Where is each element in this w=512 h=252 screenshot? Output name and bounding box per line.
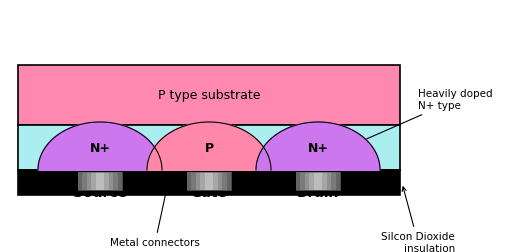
Bar — [18, 125, 400, 170]
Text: Source: Source — [73, 186, 127, 200]
Bar — [18, 65, 400, 125]
Bar — [313, 172, 318, 190]
Bar — [187, 172, 231, 190]
Text: N+: N+ — [308, 142, 329, 155]
Bar — [187, 172, 191, 190]
Bar — [209, 172, 214, 190]
Polygon shape — [147, 122, 271, 170]
Text: Metal connectors: Metal connectors — [110, 187, 200, 248]
Bar — [118, 172, 122, 190]
Bar — [78, 172, 82, 190]
Bar — [214, 172, 218, 190]
Bar — [196, 172, 200, 190]
Bar — [200, 172, 205, 190]
Polygon shape — [256, 122, 380, 170]
Text: Silcon Dioxide
insulation: Silcon Dioxide insulation — [381, 187, 455, 252]
Bar — [305, 172, 309, 190]
Bar — [91, 172, 96, 190]
Bar — [78, 172, 122, 190]
Bar — [335, 172, 340, 190]
Bar — [222, 172, 227, 190]
Text: N+: N+ — [90, 142, 111, 155]
Bar — [296, 172, 340, 190]
Bar — [205, 172, 209, 190]
Bar — [191, 172, 196, 190]
Bar — [323, 172, 327, 190]
Text: Gate: Gate — [190, 186, 227, 200]
Bar — [227, 172, 231, 190]
Bar — [82, 172, 87, 190]
Text: P: P — [204, 142, 214, 155]
Bar — [331, 172, 335, 190]
Polygon shape — [38, 122, 162, 170]
Bar — [104, 172, 109, 190]
Bar — [301, 172, 305, 190]
Bar — [87, 172, 91, 190]
Bar — [100, 172, 104, 190]
Bar — [96, 172, 100, 190]
Bar — [309, 172, 313, 190]
Bar — [218, 172, 222, 190]
Text: N type Channel: N type Channel — [161, 141, 258, 153]
Text: Heavily doped
N+ type: Heavily doped N+ type — [334, 89, 493, 154]
Bar — [18, 170, 400, 195]
Text: Drain: Drain — [297, 186, 339, 200]
Bar — [327, 172, 331, 190]
Bar — [318, 172, 323, 190]
Text: P type substrate: P type substrate — [158, 88, 260, 102]
Bar — [109, 172, 113, 190]
Bar — [113, 172, 118, 190]
Bar — [296, 172, 301, 190]
